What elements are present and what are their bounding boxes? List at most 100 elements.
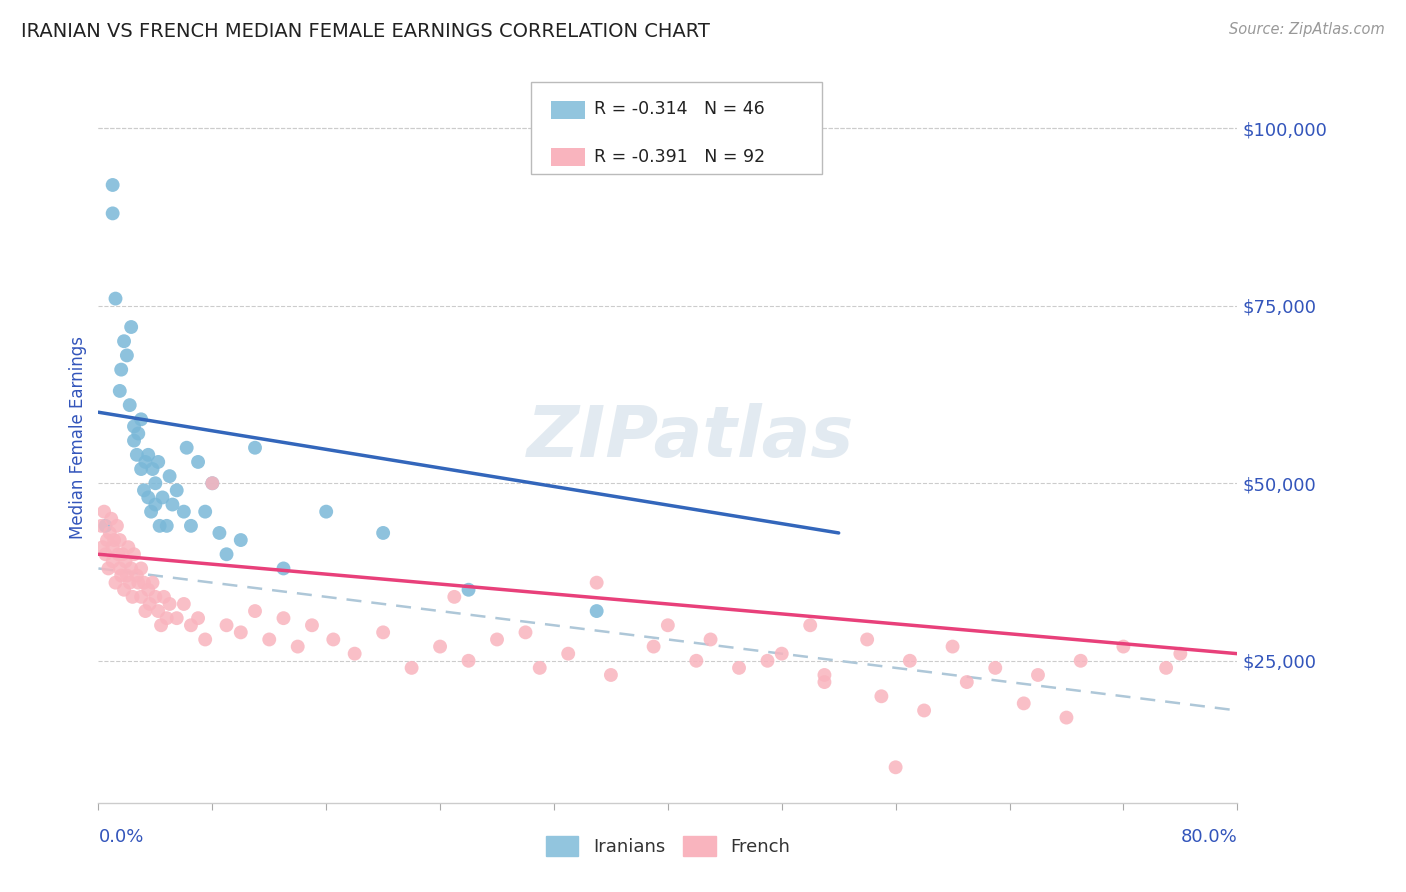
Point [122,547,145,561]
Point [132,483,155,498]
Point [429,640,451,654]
Point [229,625,252,640]
Point [121,590,143,604]
Point [585,575,607,590]
Point [912,704,935,718]
Point [93,505,115,519]
Point [301,618,323,632]
Point [215,547,238,561]
Point [322,632,344,647]
Point [129,590,152,604]
Text: 0.0%: 0.0% [98,828,143,846]
Point [984,661,1007,675]
Point [187,455,209,469]
Point [145,590,167,604]
Point [101,554,124,568]
Point [94,519,117,533]
Point [127,575,149,590]
Point [134,604,156,618]
Point [756,654,779,668]
Point [343,647,366,661]
Point [153,590,176,604]
Point [120,561,142,575]
Point [1070,654,1092,668]
Point [139,505,162,519]
Point [942,640,965,654]
Point [156,611,179,625]
Point [657,618,679,632]
Text: R = -0.391   N = 92: R = -0.391 N = 92 [593,148,765,166]
Point [148,604,170,618]
Point [1170,647,1192,661]
Point [120,320,142,334]
Point [273,561,295,575]
Point [166,483,188,498]
Point [101,178,124,192]
Point [108,384,131,398]
Point [180,519,202,533]
Point [90,519,112,533]
Point [229,533,252,547]
Point [110,362,132,376]
Point [585,604,607,618]
Point [187,611,209,625]
Point [515,625,537,640]
Point [259,632,281,647]
Point [104,575,127,590]
Point [105,519,128,533]
Point [136,582,159,597]
Point [103,533,125,547]
Point [122,434,145,448]
Point [132,575,155,590]
Point [159,597,181,611]
Point [125,448,148,462]
Point [956,675,979,690]
Point [162,498,184,512]
Point [643,640,665,654]
Point [243,604,266,618]
Point [194,632,217,647]
Point [176,441,198,455]
Point [728,661,751,675]
Point [112,582,135,597]
Point [273,611,295,625]
Point [166,611,188,625]
Point [529,661,551,675]
Point [215,618,238,632]
Point [150,618,173,632]
Point [557,647,579,661]
Point [156,519,179,533]
Point [108,561,131,575]
Point [96,533,118,547]
Text: IRANIAN VS FRENCH MEDIAN FEMALE EARNINGS CORRELATION CHART: IRANIAN VS FRENCH MEDIAN FEMALE EARNINGS… [21,22,710,41]
Point [97,561,120,575]
Point [1154,661,1177,675]
Point [315,505,337,519]
Point [115,568,138,582]
Point [122,419,145,434]
Point [117,540,139,554]
Point [870,690,893,704]
Point [125,568,148,582]
Text: ZIPatlas: ZIPatlas [527,402,855,472]
Point [799,618,821,632]
Point [486,632,509,647]
Point [457,582,479,597]
Point [101,540,124,554]
Point [129,561,152,575]
Point [401,661,423,675]
Point [141,462,163,476]
Point [138,597,160,611]
Point [127,426,149,441]
Point [100,512,122,526]
Point [201,476,224,491]
Point [173,597,195,611]
Point [134,455,156,469]
Y-axis label: Median Female Earnings: Median Female Earnings [69,335,87,539]
Point [287,640,309,654]
Point [104,292,127,306]
Point [111,547,134,561]
Point [112,334,135,349]
Text: 80.0%: 80.0% [1181,828,1237,846]
Point [136,491,159,505]
